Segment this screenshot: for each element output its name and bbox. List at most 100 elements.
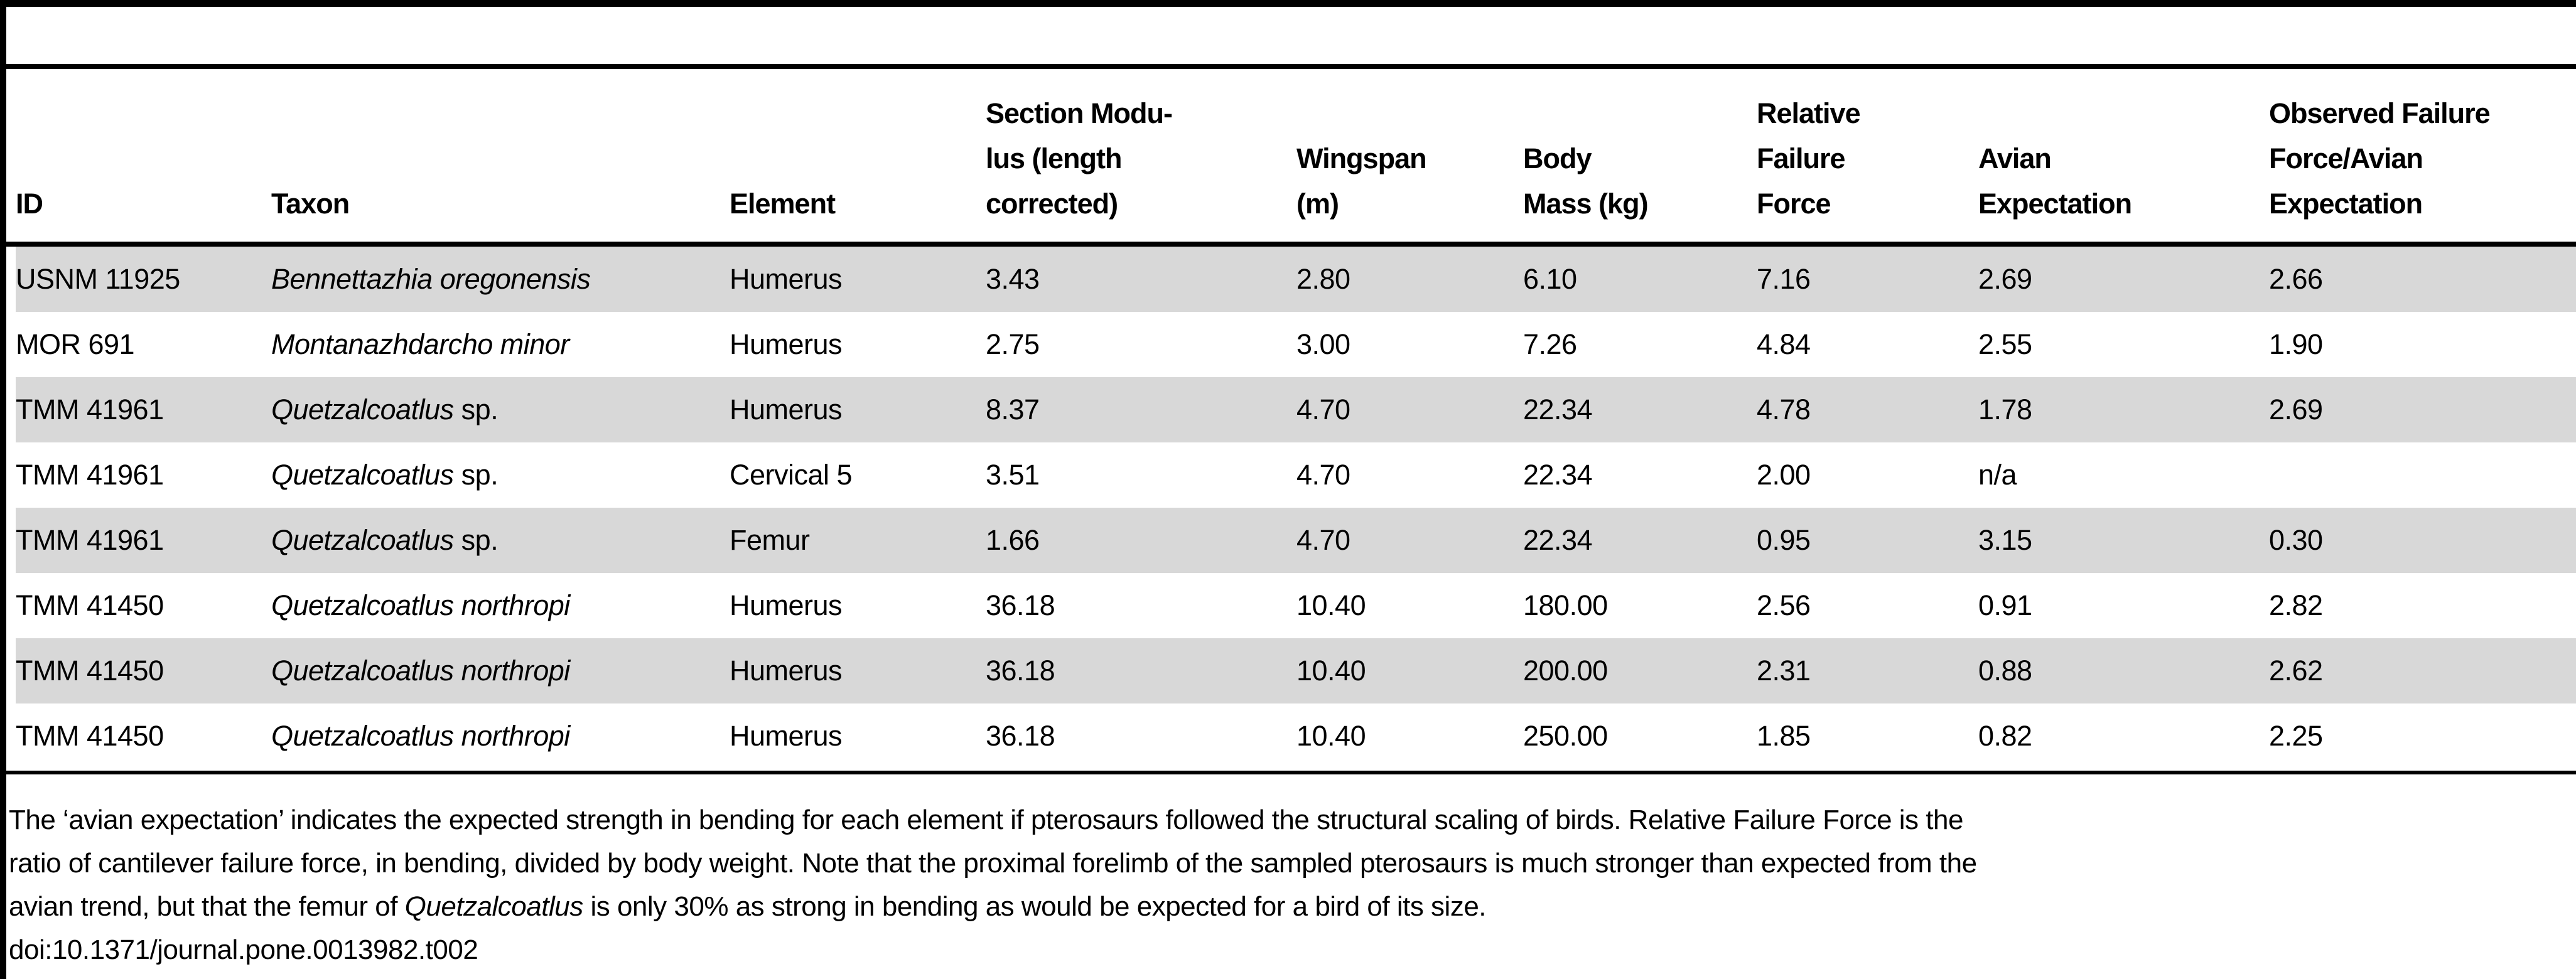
cell-relative_failure_force: 1.85 xyxy=(1757,720,1811,752)
cell-relative_failure_force: 4.78 xyxy=(1757,393,1811,425)
cell-element: Humerus xyxy=(730,393,843,425)
cell-section_modulus: 3.51 xyxy=(986,459,1040,491)
cell-body_mass_kg: 22.34 xyxy=(1523,524,1593,556)
column-header-wingspan_m: Wingspan (m) xyxy=(1296,142,1427,220)
cell-wingspan_m: 3.00 xyxy=(1296,328,1350,360)
cell-section_modulus: 3.43 xyxy=(986,263,1040,295)
cell-id: TMM 41450 xyxy=(16,589,164,621)
cell-id: USNM 11925 xyxy=(16,263,180,295)
cell-id: MOR 691 xyxy=(16,328,135,360)
cell-avian_expectation: 0.88 xyxy=(1978,655,2032,687)
left-edge-rule xyxy=(0,0,6,979)
doi-line: doi:10.1371/journal.pone.0013982.t002 xyxy=(9,934,478,965)
footnote-line: ratio of cantilever failure force, in be… xyxy=(9,848,1977,879)
table-row: MOR 691 Montanazhdarcho minor Humerus 2.75 3… xyxy=(16,312,2576,377)
table-row: TMM 41961 Quetzalcoatlus sp. Femur 1.66 4.70… xyxy=(16,508,2576,573)
cell-relative_failure_force: 0.95 xyxy=(1757,524,1811,556)
column-header-element: Element xyxy=(730,188,836,220)
footnote: The ‘avian expectation’ indicates the ex… xyxy=(9,798,2573,971)
cell-observed_failure_ratio: 2.82 xyxy=(2269,589,2323,621)
cell-avian_expectation: 0.82 xyxy=(1978,720,2032,752)
header-bottom-rule xyxy=(6,242,2576,247)
table-row: TMM 41450 Quetzalcoatlus northropi Humerus… xyxy=(16,573,2576,638)
cell-taxon: Quetzalcoatlus northropi xyxy=(271,655,570,687)
cell-section_modulus: 36.18 xyxy=(986,720,1055,752)
cell-id: TMM 41961 xyxy=(16,393,164,425)
cell-wingspan_m: 10.40 xyxy=(1296,655,1366,687)
cell-taxon: Quetzalcoatlus northropi xyxy=(271,720,570,752)
cell-body_mass_kg: 22.34 xyxy=(1523,393,1593,425)
cell-observed_failure_ratio: 2.66 xyxy=(2269,263,2323,295)
cell-body_mass_kg: 6.10 xyxy=(1523,263,1577,295)
cell-avian_expectation: 0.91 xyxy=(1978,589,2032,621)
cell-taxon: Quetzalcoatlus sp. xyxy=(271,459,498,491)
cell-section_modulus: 1.66 xyxy=(986,524,1040,556)
cell-wingspan_m: 4.70 xyxy=(1296,524,1350,556)
header-row: ID Taxon Element Section Modu-lus (length co… xyxy=(16,68,2576,242)
cell-wingspan_m: 10.40 xyxy=(1296,589,1366,621)
cell-avian_expectation: 3.15 xyxy=(1978,524,2032,556)
cell-taxon: Quetzalcoatlus sp. xyxy=(271,524,498,556)
cell-section_modulus: 36.18 xyxy=(986,655,1055,687)
cell-observed_failure_ratio: 2.69 xyxy=(2269,393,2323,425)
table-body: USNM 11925 Bennettazhia oregonensis Humeru… xyxy=(16,247,2576,769)
cell-element: Humerus xyxy=(730,720,843,752)
cell-relative_failure_force: 2.56 xyxy=(1757,589,1811,621)
cell-observed_failure_ratio: 0.30 xyxy=(2269,524,2323,556)
cell-body_mass_kg: 180.00 xyxy=(1523,589,1608,621)
cell-avian_expectation: n/a xyxy=(1978,459,2017,491)
header-top-rule xyxy=(6,64,2576,69)
cell-wingspan_m: 4.70 xyxy=(1296,393,1350,425)
table-row: TMM 41961 Quetzalcoatlus sp. Cervical 5 3.5… xyxy=(16,442,2576,508)
cell-avian_expectation: 2.55 xyxy=(1978,328,2032,360)
cell-body_mass_kg: 200.00 xyxy=(1523,655,1608,687)
table-row: TMM 41961 Quetzalcoatlus sp. Humerus 8.37 4.… xyxy=(16,377,2576,442)
cell-relative_failure_force: 2.00 xyxy=(1757,459,1811,491)
cell-body_mass_kg: 250.00 xyxy=(1523,720,1608,752)
cell-id: TMM 41450 xyxy=(16,720,164,752)
cell-relative_failure_force: 7.16 xyxy=(1757,263,1811,295)
cell-relative_failure_force: 4.84 xyxy=(1757,328,1811,360)
column-header-avian_expectation: Avian Expectation xyxy=(1978,142,2132,220)
cell-taxon: Montanazhdarcho minor xyxy=(271,328,569,360)
column-header-section_modulus: Section Modu-lus (length corrected) xyxy=(986,97,1173,220)
column-header-body_mass_kg: Body Mass (kg) xyxy=(1523,142,1649,220)
top-rule xyxy=(0,0,2576,7)
cell-observed_failure_ratio: 2.62 xyxy=(2269,655,2323,687)
cell-element: Humerus xyxy=(730,328,843,360)
cell-element: Cervical 5 xyxy=(730,459,853,491)
cell-element: Humerus xyxy=(730,655,843,687)
cell-element: Femur xyxy=(730,524,810,556)
cell-wingspan_m: 4.70 xyxy=(1296,459,1350,491)
footnote-line: The ‘avian expectation’ indicates the ex… xyxy=(9,805,1963,835)
cell-relative_failure_force: 2.31 xyxy=(1757,655,1811,687)
cell-observed_failure_ratio: 2.25 xyxy=(2269,720,2323,752)
footnote-line: avian trend, but that the femur of Quetz… xyxy=(9,891,1487,922)
table-row: TMM 41450 Quetzalcoatlus northropi Humerus… xyxy=(16,638,2576,703)
cell-taxon: Bennettazhia oregonensis xyxy=(271,263,591,295)
cell-id: TMM 41961 xyxy=(16,524,164,556)
cell-id: TMM 41961 xyxy=(16,459,164,491)
cell-section_modulus: 36.18 xyxy=(986,589,1055,621)
column-header-id: ID xyxy=(16,188,43,220)
cell-section_modulus: 8.37 xyxy=(986,393,1040,425)
column-header-taxon: Taxon xyxy=(271,188,350,220)
cell-id: TMM 41450 xyxy=(16,655,164,687)
table-bottom-rule xyxy=(6,771,2576,774)
cell-element: Humerus xyxy=(730,589,843,621)
cell-avian_expectation: 1.78 xyxy=(1978,393,2032,425)
cell-taxon: Quetzalcoatlus sp. xyxy=(271,393,498,425)
table-row: USNM 11925 Bennettazhia oregonensis Humeru… xyxy=(16,247,2576,312)
cell-avian_expectation: 2.69 xyxy=(1978,263,2032,295)
table-row: TMM 41450 Quetzalcoatlus northropi Humerus… xyxy=(16,703,2576,769)
cell-observed_failure_ratio: 1.90 xyxy=(2269,328,2323,360)
cell-wingspan_m: 10.40 xyxy=(1296,720,1366,752)
cell-wingspan_m: 2.80 xyxy=(1296,263,1350,295)
column-header-relative_failure_force: Relative Failure Force xyxy=(1757,97,1861,220)
cell-body_mass_kg: 22.34 xyxy=(1523,459,1593,491)
cell-taxon: Quetzalcoatlus northropi xyxy=(271,589,570,621)
cell-element: Humerus xyxy=(730,263,843,295)
column-header-observed_failure_ratio: Observed Failure Force/Avian Expectation xyxy=(2269,97,2491,220)
cell-body_mass_kg: 7.26 xyxy=(1523,328,1577,360)
cell-section_modulus: 2.75 xyxy=(986,328,1040,360)
